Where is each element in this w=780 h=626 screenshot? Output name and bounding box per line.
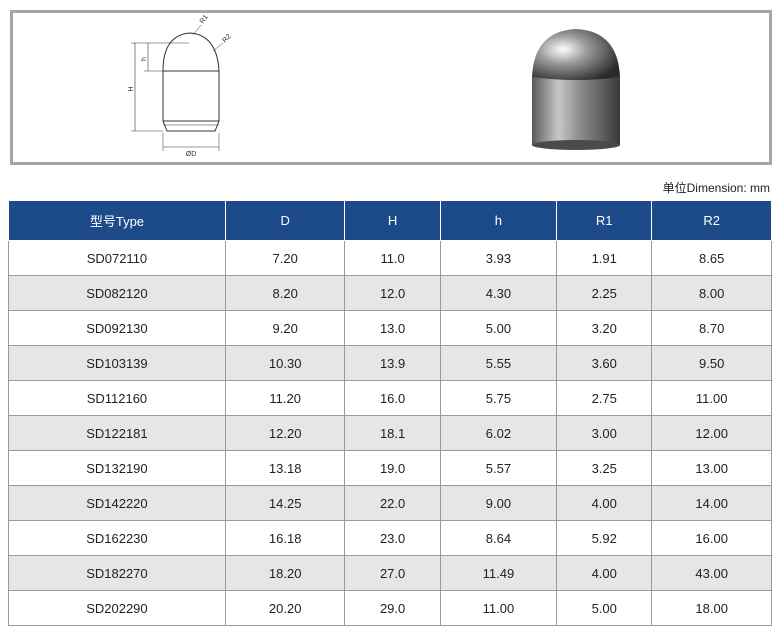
table-cell: SD202290	[8, 590, 226, 626]
table-cell: 8.00	[651, 275, 772, 311]
table-cell: 13.9	[344, 345, 441, 381]
table-cell: 29.0	[344, 590, 441, 626]
table-cell: 10.30	[224, 345, 346, 381]
table-cell: 13.18	[224, 450, 346, 486]
table-cell: 2.25	[556, 275, 653, 311]
table-row: SD072110 7.20 11.0 3.93 1.91 8.65	[8, 240, 772, 276]
table-cell: 16.18	[224, 520, 346, 556]
table-cell: 3.60	[556, 345, 653, 381]
table-cell: 2.75	[556, 380, 653, 416]
header-cell: D	[224, 200, 346, 241]
table-cell: 18.00	[651, 590, 772, 626]
product-render	[532, 29, 620, 150]
table-cell: 4.30	[439, 275, 558, 311]
table-cell: 11.0	[344, 240, 441, 276]
table-row: SD082120 8.20 12.0 4.30 2.25 8.00	[8, 275, 772, 311]
header-cell: H	[344, 200, 441, 241]
table-cell: SD103139	[8, 345, 226, 381]
label-small-h: h	[141, 57, 148, 61]
table-row: SD112160 11.20 16.0 5.75 2.75 11.00	[8, 380, 772, 416]
table-cell: 11.00	[439, 590, 558, 626]
table-cell: 1.91	[556, 240, 653, 276]
figure: H h ØD R1 R2	[128, 14, 620, 158]
table-cell: SD072110	[8, 240, 226, 276]
table-cell: 12.00	[651, 415, 772, 451]
table-cell: 8.65	[651, 240, 772, 276]
figure-box: H h ØD R1 R2	[10, 10, 772, 165]
table-cell: SD092130	[8, 310, 226, 346]
table-cell: 6.02	[439, 415, 558, 451]
table-cell: 5.57	[439, 450, 558, 486]
table-row: SD132190 13.18 19.0 5.57 3.25 13.00	[8, 450, 772, 486]
table-cell: 3.25	[556, 450, 653, 486]
table-cell: SD162230	[8, 520, 226, 556]
table-row: SD182270 18.20 27.0 11.49 4.00 43.00	[8, 555, 772, 591]
table-row: SD103139 10.30 13.9 5.55 3.60 9.50	[8, 345, 772, 381]
table-cell: 12.0	[344, 275, 441, 311]
table-cell: 11.00	[651, 380, 772, 416]
label-big-h: H	[128, 86, 135, 91]
table-cell: 9.20	[224, 310, 346, 346]
table-cell: 16.00	[651, 520, 772, 556]
table-cell: SD112160	[8, 380, 226, 416]
table-cell: 11.20	[224, 380, 346, 416]
table-row: SD162230 16.18 23.0 8.64 5.92 16.00	[8, 520, 772, 556]
table-cell: 27.0	[344, 555, 441, 591]
table-cell: 16.0	[344, 380, 441, 416]
header-cell: 型号Type	[8, 200, 226, 241]
table-body: SD072110 7.20 11.0 3.93 1.91 8.65 SD082120 8.20…	[8, 240, 772, 626]
table-cell: 8.20	[224, 275, 346, 311]
table-cell: 13.0	[344, 310, 441, 346]
label-d: ØD	[186, 151, 197, 158]
table-cell: 20.20	[224, 590, 346, 626]
table-cell: 4.00	[556, 485, 653, 521]
table-cell: SD182270	[8, 555, 226, 591]
table-cell: 9.00	[439, 485, 558, 521]
table-cell: SD132190	[8, 450, 226, 486]
table-cell: 18.1	[344, 415, 441, 451]
table-cell: SD082120	[8, 275, 226, 311]
table-cell: 5.00	[556, 590, 653, 626]
table-cell: 43.00	[651, 555, 772, 591]
technical-drawing	[131, 24, 224, 151]
header-cell: h	[439, 200, 558, 241]
table-cell: SD122181	[8, 415, 226, 451]
table-cell: 7.20	[224, 240, 346, 276]
table-cell: 18.20	[224, 555, 346, 591]
table-cell: 3.00	[556, 415, 653, 451]
table-cell: 14.25	[224, 485, 346, 521]
table-cell: 3.20	[556, 310, 653, 346]
table-row: SD142220 14.25 22.0 9.00 4.00 14.00	[8, 485, 772, 521]
label-r1: R1	[199, 14, 210, 25]
label-r2: R2	[221, 33, 232, 44]
table-cell: 5.92	[556, 520, 653, 556]
table-cell: 23.0	[344, 520, 441, 556]
table-cell: SD142220	[8, 485, 226, 521]
table-cell: 22.0	[344, 485, 441, 521]
table-cell: 5.55	[439, 345, 558, 381]
header-cell: R1	[556, 200, 653, 241]
table-cell: 19.0	[344, 450, 441, 486]
table-row: SD202290 20.20 29.0 11.00 5.00 18.00	[8, 590, 772, 626]
table-cell: 5.75	[439, 380, 558, 416]
table-cell: 4.00	[556, 555, 653, 591]
unit-note: 单位Dimension: mm	[662, 181, 770, 195]
table-cell: 8.70	[651, 310, 772, 346]
table-cell: 12.20	[224, 415, 346, 451]
table-cell: 14.00	[651, 485, 772, 521]
header-cell: R2	[651, 200, 772, 241]
table-cell: 3.93	[439, 240, 558, 276]
table-cell: 8.64	[439, 520, 558, 556]
table-row: SD092130 9.20 13.0 5.00 3.20 8.70	[8, 310, 772, 346]
table-cell: 5.00	[439, 310, 558, 346]
table-cell: 11.49	[439, 555, 558, 591]
table-cell: 13.00	[651, 450, 772, 486]
table-cell: 9.50	[651, 345, 772, 381]
table-row: SD122181 12.20 18.1 6.02 3.00 12.00	[8, 415, 772, 451]
